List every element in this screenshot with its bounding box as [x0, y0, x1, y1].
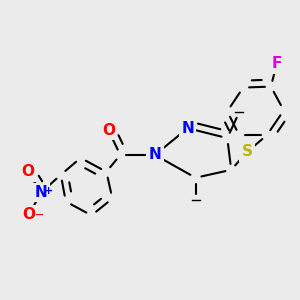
Text: F: F — [272, 56, 282, 71]
Text: O: O — [102, 123, 115, 138]
Text: O: O — [22, 164, 34, 179]
Text: −: − — [34, 209, 44, 219]
Text: O: O — [22, 207, 36, 222]
Text: N: N — [148, 148, 161, 163]
Text: N: N — [34, 185, 47, 200]
Text: N: N — [181, 121, 194, 136]
Text: +: + — [44, 186, 54, 196]
Text: S: S — [242, 145, 253, 160]
